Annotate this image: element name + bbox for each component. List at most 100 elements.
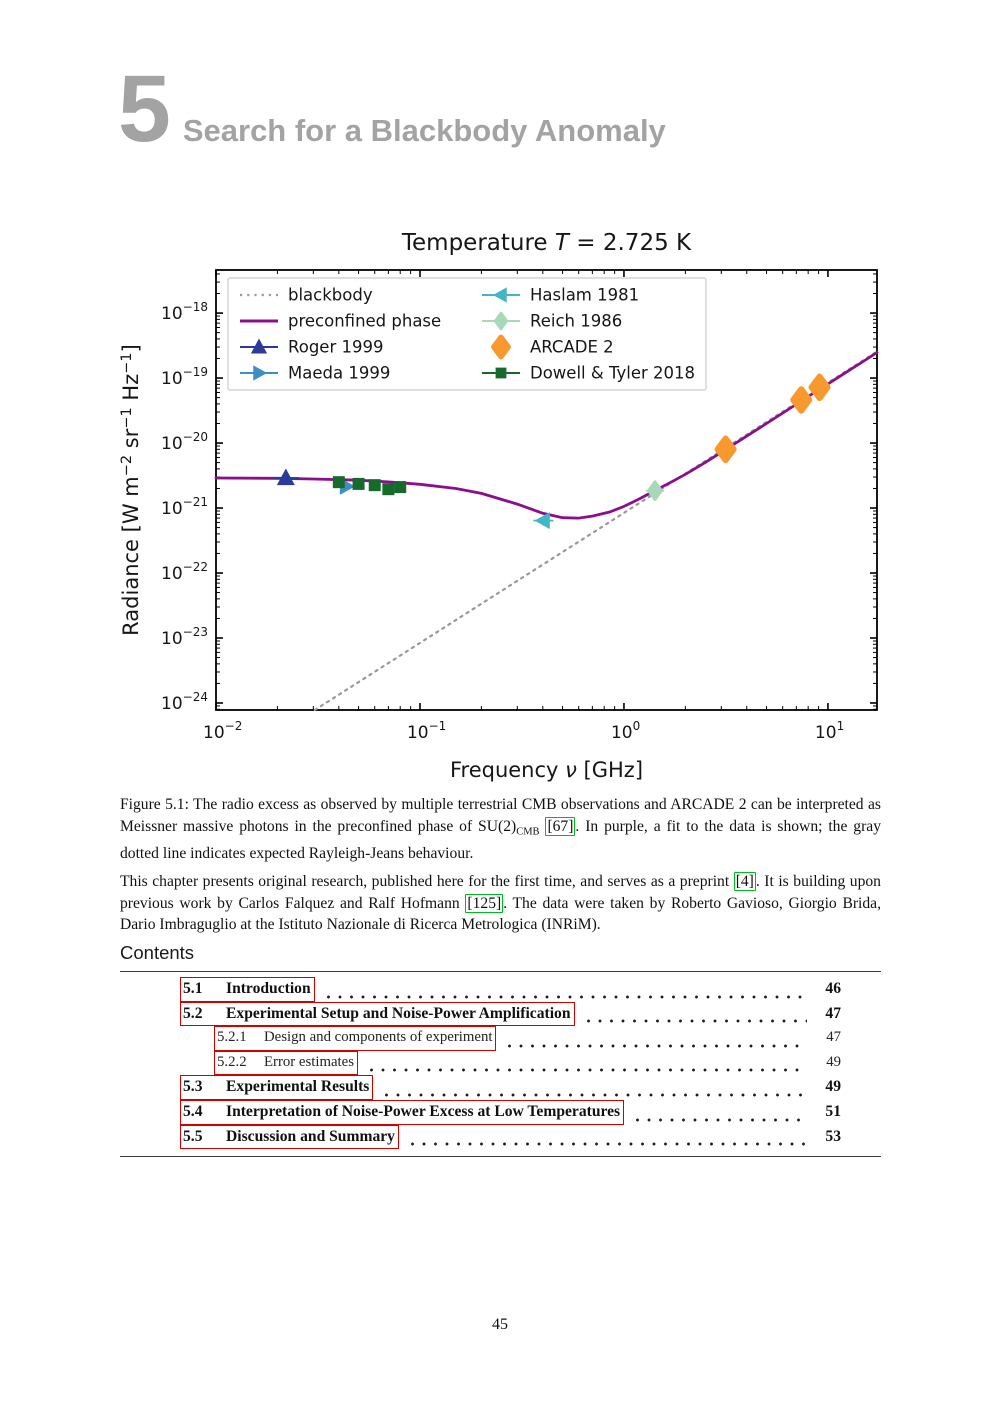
series-dowell-tyler-2018 bbox=[332, 476, 407, 496]
body-text-1: This chapter presents original research,… bbox=[120, 873, 734, 890]
toc-page-number: 47 bbox=[825, 1004, 841, 1022]
x-tick-label: 10−1 bbox=[407, 719, 446, 743]
toc-dot-leader bbox=[385, 1085, 807, 1100]
legend-label: blackbody bbox=[288, 286, 373, 305]
legend-item: Dowell & Tyler 2018 bbox=[482, 364, 695, 383]
toc-section-title: Introduction bbox=[226, 980, 311, 997]
y-tick-label: 10−24 bbox=[161, 690, 208, 714]
toc-section-number: 5.2.2 bbox=[217, 1053, 247, 1070]
legend-label: Reich 1986 bbox=[530, 312, 622, 331]
y-axis-label: Radiance [W m−2 sr−1 Hz−1] bbox=[119, 344, 143, 636]
series-roger-1999 bbox=[272, 468, 299, 486]
body-text-3: . The data were taken by Roberto Gavioso… bbox=[120, 894, 881, 934]
toc-section-title: Discussion and Summary bbox=[226, 1127, 395, 1145]
series-reich-1986 bbox=[646, 480, 665, 501]
x-tick-label: 10−2 bbox=[203, 719, 242, 743]
toc-link[interactable]: 5.2.1 Design and components of experiment bbox=[214, 1026, 497, 1051]
y-tick-label: 10−19 bbox=[161, 365, 208, 389]
legend-item: preconfined phase bbox=[240, 312, 441, 331]
x-axis-label: Frequency ν [GHz] bbox=[450, 758, 643, 782]
legend-label: ARCADE 2 bbox=[530, 338, 614, 357]
legend-item: Reich 1986 bbox=[482, 312, 622, 331]
toc-link[interactable]: 5.5 Discussion and Summary bbox=[180, 1124, 399, 1150]
toc-page-number: 47 bbox=[826, 1029, 841, 1046]
toc-section-number: 5.5 bbox=[183, 1127, 203, 1145]
y-tick-label: 10−18 bbox=[161, 300, 208, 324]
toc-page-number: 49 bbox=[825, 1078, 841, 1096]
legend: blackbody preconfined phase Roger 1999 Maed… bbox=[227, 277, 707, 391]
toc-entry: 5.1 Introduction 46 bbox=[120, 977, 841, 1002]
page-number: 45 bbox=[492, 1316, 508, 1333]
legend-label: preconfined phase bbox=[288, 312, 441, 331]
toc-section-title: Design and components of experiment bbox=[264, 1029, 493, 1046]
toc-page-number: 53 bbox=[825, 1127, 841, 1145]
caption-text-2: . In purple, a fit to the data is shown;… bbox=[120, 817, 881, 862]
body-paragraph: This chapter presents original research,… bbox=[120, 871, 881, 936]
figure-caption: Figure 5.1: The radio excess as observed… bbox=[120, 794, 881, 864]
toc-link[interactable]: 5.2 Experimental Setup and Noise-Power Am… bbox=[180, 1001, 575, 1027]
x-tick-label: 101 bbox=[815, 719, 844, 743]
toc-entry: 5.2.2 Error estimates 49 bbox=[120, 1050, 841, 1076]
citation-link-67[interactable]: [67] bbox=[545, 816, 576, 836]
chapter-title: Search for a Blackbody Anomaly bbox=[182, 113, 666, 148]
legend-label: Haslam 1981 bbox=[530, 286, 639, 305]
y-tick-label: 10−21 bbox=[161, 495, 208, 519]
figure-chart: 10−2 10−1 100 101 10−18 10−19 10−20 10−21 10−22 1… bbox=[119, 230, 879, 782]
series-arcade-2 bbox=[714, 373, 831, 464]
toc-entry: 5.2 Experimental Setup and Noise-Power Am… bbox=[120, 1001, 841, 1027]
toc-page-number: 46 bbox=[825, 980, 841, 997]
contents-rule-bottom bbox=[120, 1156, 881, 1158]
legend-item: Roger 1999 bbox=[240, 338, 383, 357]
chart-title: Temperature T = 2.725 K bbox=[401, 230, 692, 256]
legend-item: Maeda 1999 bbox=[240, 364, 390, 383]
caption-subscript: CMB bbox=[516, 826, 540, 837]
legend-item: ARCADE 2 bbox=[491, 334, 614, 360]
toc-section-title: Experimental Results bbox=[226, 1078, 370, 1096]
chapter-number: 5 bbox=[118, 56, 171, 162]
toc-dot-leader bbox=[508, 1036, 807, 1051]
toc-section-title: Interpretation of Noise-Power Excess at … bbox=[226, 1102, 621, 1120]
toc-entry: 5.3 Experimental Results 49 bbox=[120, 1075, 841, 1100]
toc-dot-leader bbox=[369, 1061, 807, 1076]
citation-link-125[interactable]: [125] bbox=[465, 893, 504, 913]
series-haslam-1981 bbox=[533, 512, 554, 530]
legend-item: Haslam 1981 bbox=[482, 286, 639, 305]
y-tick-label: 10−23 bbox=[161, 625, 208, 649]
toc-link[interactable]: 5.2.2 Error estimates bbox=[214, 1050, 358, 1076]
plot-frame bbox=[215, 269, 878, 711]
citation-link-4[interactable]: [4] bbox=[733, 872, 756, 891]
toc-link[interactable]: 5.4 Interpretation of Noise-Power Excess … bbox=[180, 1099, 625, 1125]
toc-section-number: 5.4 bbox=[183, 1102, 203, 1120]
contents-heading: Contents bbox=[120, 942, 195, 963]
legend-label: Dowell & Tyler 2018 bbox=[530, 364, 695, 383]
toc-section-number: 5.1 bbox=[183, 980, 203, 997]
toc-entry: 5.2.1 Design and components of experiment… bbox=[120, 1026, 841, 1051]
toc-page-number: 49 bbox=[826, 1053, 841, 1070]
toc-entry: 5.5 Discussion and Summary 53 bbox=[120, 1124, 841, 1150]
contents-rule-top bbox=[120, 971, 881, 972]
toc-dot-leader bbox=[636, 1110, 807, 1125]
toc-entry: 5.4 Interpretation of Noise-Power Excess … bbox=[120, 1099, 841, 1125]
toc-section-number: 5.2 bbox=[183, 1004, 203, 1022]
toc-section-title: Error estimates bbox=[264, 1053, 354, 1070]
toc-link[interactable]: 5.3 Experimental Results bbox=[180, 1075, 374, 1100]
y-tick-label: 10−22 bbox=[161, 560, 208, 584]
chapter-heading: 5 Search for a Blackbody Anomaly bbox=[118, 62, 666, 157]
caption-text-1: Figure 5.1: The radio excess as observed… bbox=[120, 796, 881, 835]
y-tick-label: 10−20 bbox=[161, 430, 208, 454]
toc-dot-leader bbox=[586, 1012, 807, 1027]
toc-dot-leader bbox=[326, 987, 807, 1002]
toc-section-title: Experimental Setup and Noise-Power Ampli… bbox=[226, 1004, 571, 1022]
toc-dot-leader bbox=[410, 1135, 807, 1150]
legend-label: Maeda 1999 bbox=[288, 364, 390, 383]
x-tick-label: 100 bbox=[611, 719, 640, 743]
toc-link[interactable]: 5.1 Introduction bbox=[180, 977, 315, 1002]
toc-section-number: 5.2.1 bbox=[217, 1029, 247, 1046]
toc-section-number: 5.3 bbox=[183, 1078, 203, 1096]
legend-label: Roger 1999 bbox=[288, 338, 383, 357]
contents-list: 5.1 Introduction 46 5.2 Experimental Setup a… bbox=[120, 972, 881, 1156]
legend-item: blackbody bbox=[240, 286, 373, 305]
body-text-2: . It is building upon previous work by C… bbox=[120, 873, 881, 912]
contents-section: Contents 5.1 Introduction 46 5.2 Experimenta… bbox=[120, 942, 881, 1158]
